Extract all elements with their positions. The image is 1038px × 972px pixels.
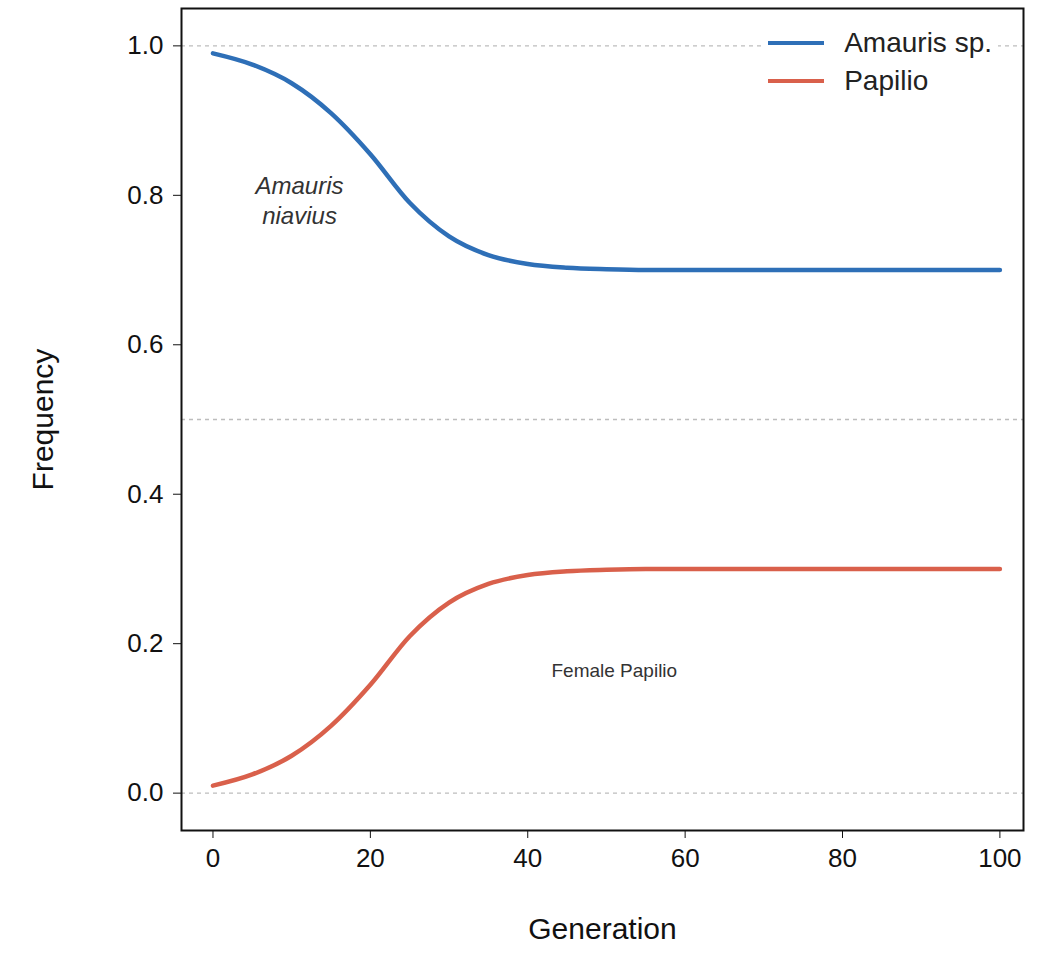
svg-text:0.2: 0.2 — [127, 628, 163, 658]
svg-text:0.6: 0.6 — [127, 329, 163, 359]
svg-text:80: 80 — [828, 843, 857, 873]
svg-text:0.0: 0.0 — [127, 777, 163, 807]
svg-text:0: 0 — [206, 843, 220, 873]
svg-text:0.8: 0.8 — [127, 180, 163, 210]
svg-text:40: 40 — [513, 843, 542, 873]
svg-text:60: 60 — [671, 843, 700, 873]
svg-text:20: 20 — [356, 843, 385, 873]
svg-text:Female Papilio: Female Papilio — [551, 660, 677, 681]
svg-text:Frequency: Frequency — [26, 349, 59, 491]
svg-text:Amaurisniavius: Amaurisniavius — [254, 172, 344, 229]
html-text:Papilio: Papilio — [844, 65, 929, 96]
svg-text:0.4: 0.4 — [127, 479, 163, 509]
html-text:Amauris sp.: Amauris sp. — [844, 27, 992, 58]
svg-text:1.0: 1.0 — [127, 30, 163, 60]
svg-text:Generation: Generation — [528, 912, 676, 945]
svg-text:100: 100 — [978, 843, 1021, 873]
